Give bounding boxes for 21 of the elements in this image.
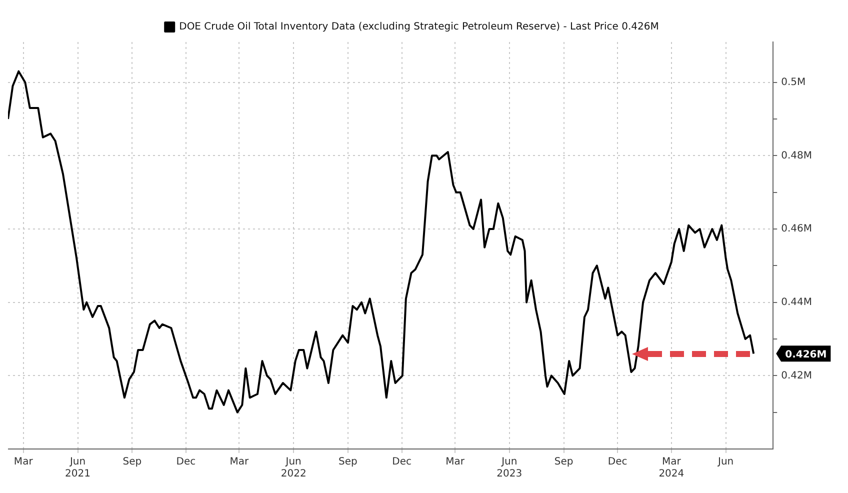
x-tick-label: Mar	[446, 456, 466, 468]
x-tick-label: Mar	[14, 456, 34, 468]
x-tick-label: Mar	[230, 456, 250, 468]
x-tick-label: Jun	[716, 456, 734, 468]
x-tick-label: Jun 2021	[65, 456, 90, 480]
x-tick-label: Dec	[392, 456, 412, 468]
x-tick-label: Jun 2023	[496, 456, 522, 480]
y-tick-label: 0.5M	[781, 76, 806, 88]
x-tick-label: Dec	[608, 456, 628, 468]
y-tick-label: 0.46M	[781, 224, 812, 235]
text: 0.426M	[785, 349, 827, 360]
y-tick-label: 0.44M	[781, 296, 812, 308]
legend-label: DOE Crude Oil Total Inventory Data (excluding Strategic Petroleum Reserve) - Last Price 0.426M	[179, 22, 659, 33]
y-tick-label: 0.48M	[781, 150, 812, 162]
y-tick-label: 0.42M	[781, 370, 812, 382]
x-tick-label: Sep	[554, 456, 574, 468]
x-tick-label: Mar 2024	[658, 456, 684, 480]
x-tick-label: Sep	[338, 456, 358, 468]
x-tick-label: Jun 2022	[280, 456, 306, 480]
x-tick-label: Sep	[122, 456, 142, 468]
x-tick-label: Dec	[176, 456, 196, 468]
